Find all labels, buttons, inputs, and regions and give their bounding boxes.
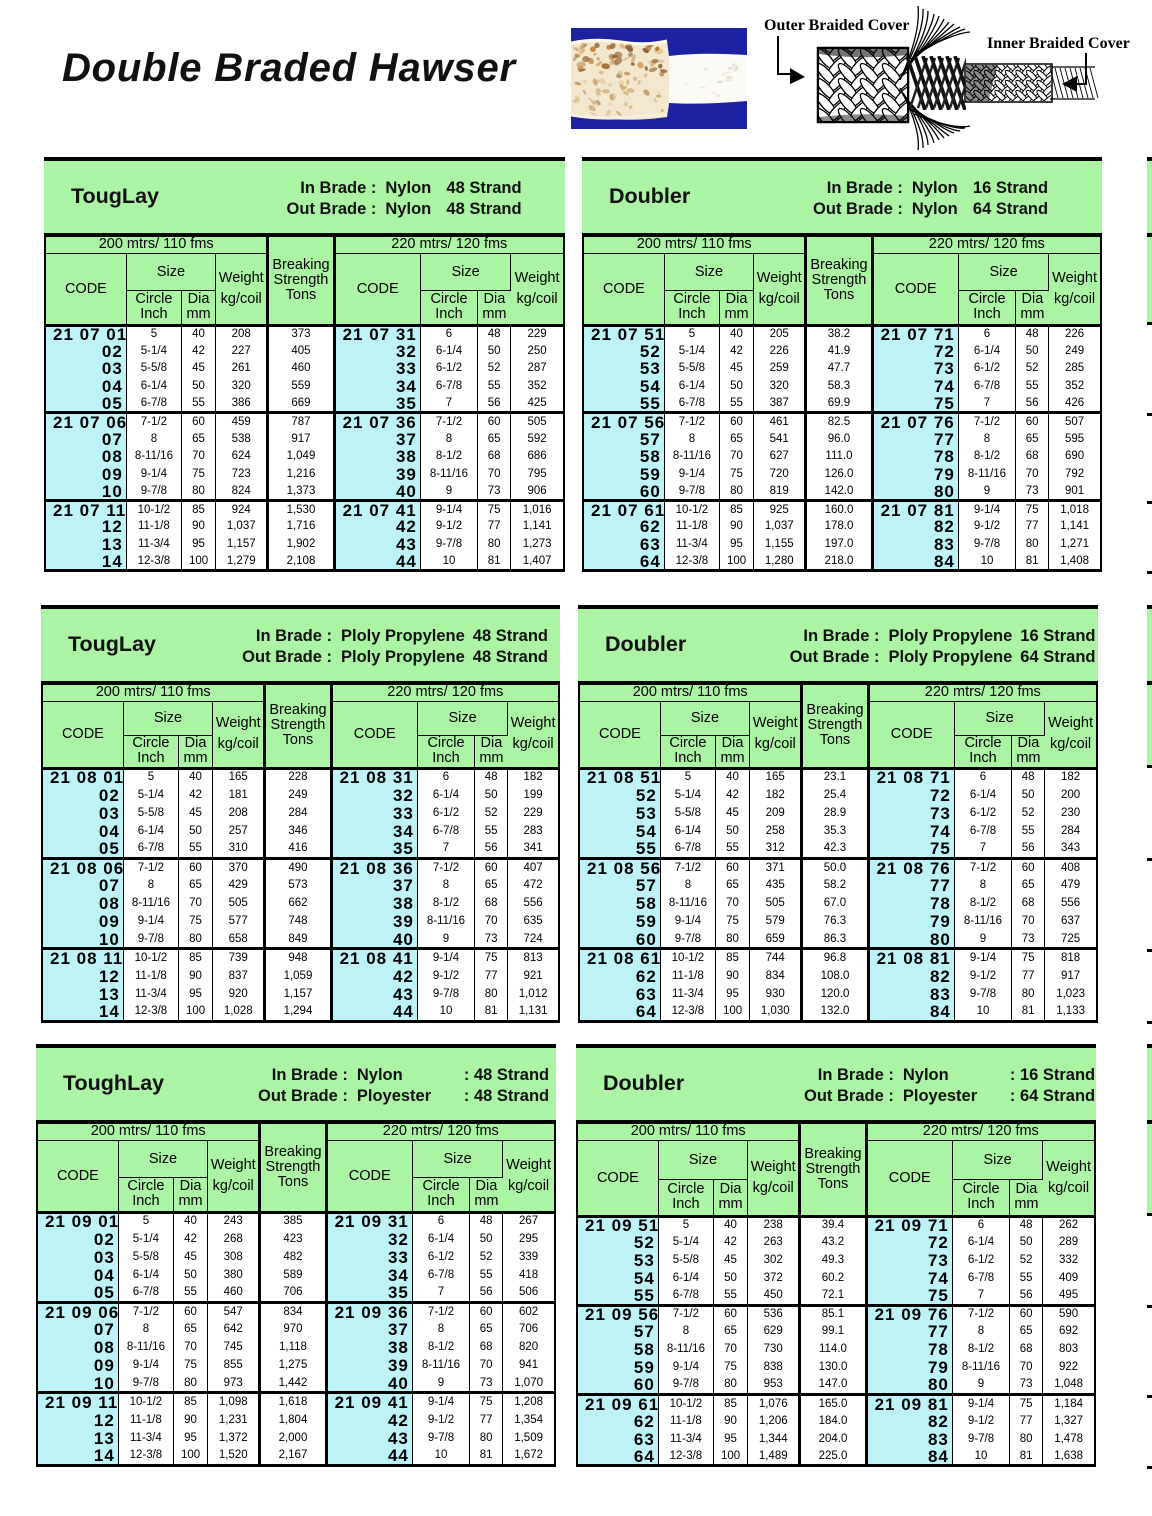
- svg-text:Outer Braided Cover: Outer Braided Cover: [764, 17, 909, 34]
- svg-text:Inner Braided Cover: Inner Braided Cover: [987, 35, 1130, 52]
